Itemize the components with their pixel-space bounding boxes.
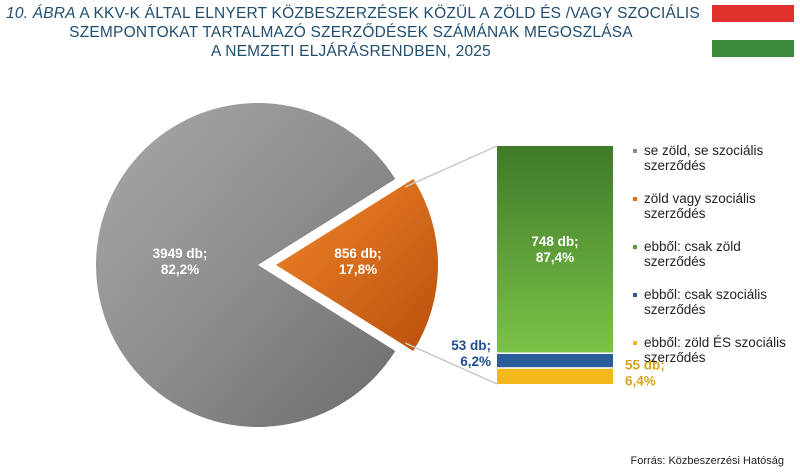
flag-stripe-white [712, 22, 794, 40]
bar-label-55: 55 db; 6,4% [625, 358, 665, 389]
legend-marker-icon [633, 341, 637, 345]
legend-item: ebből: zöld ÉS szociális szerződés [633, 335, 798, 383]
legend-item: ebből: csak szociális szerződés [633, 287, 798, 335]
data-labels: 3949 db; 82,2% 856 db; 17,8% 748 db; 87,4% 53 … [153, 234, 665, 389]
title-line-2: SZEMPONTOKAT TARTALMAZÓ SZERZŐDÉSEK SZÁM… [69, 24, 633, 41]
title-text-1: A KKV-K ÁLTAL ELNYERT KÖZBESZERZÉSEK KÖZ… [79, 5, 700, 22]
title-line-3: A NEMZETI ELJÁRÁSRENDBEN, 2025 [211, 43, 491, 60]
legend: se zöld, se szociális szerződés zöld vagy… [633, 143, 798, 383]
bar-label-53: 53 db; 6,2% [451, 338, 491, 369]
stacked-bar [497, 146, 613, 384]
figure-number: 10. ÁBRA [6, 5, 76, 22]
pie-label-856: 856 db; 17,8% [334, 246, 381, 277]
legend-marker-icon [633, 149, 637, 153]
pie-slice-3949 [95, 103, 396, 428]
legend-label: ebből: zöld ÉS szociális szerződés [644, 335, 786, 365]
legend-marker-icon [633, 293, 637, 297]
pie-label-3949: 3949 db; 82,2% [153, 246, 208, 277]
source-note: Forrás: Közbeszerzési Hatóság [630, 455, 784, 467]
legend-marker-icon [633, 197, 637, 201]
legend-item: se zöld, se szociális szerződés [633, 143, 798, 191]
legend-label: ebből: csak zöld szerződés [644, 239, 741, 269]
bar-segment-748 [497, 146, 613, 353]
legend-marker-icon [633, 245, 637, 249]
chart-title: 10. ÁBRA A KKV-K ÁLTAL ELNYERT KÖZBESZER… [6, 4, 700, 61]
bar-label-748: 748 db; 87,4% [531, 234, 578, 265]
connector-top [404, 145, 498, 188]
legend-item: zöld vagy szociális szerződés [633, 191, 798, 239]
legend-label: se zöld, se szociális szerződés [644, 143, 764, 173]
legend-label: zöld vagy szociális szerződés [644, 191, 756, 221]
connector-lines [404, 145, 498, 385]
pie [95, 103, 439, 428]
legend-label: ebből: csak szociális szerződés [644, 287, 768, 317]
hungarian-flag-icon [712, 5, 794, 57]
flag-stripe-red [712, 5, 794, 23]
legend-item: ebből: csak zöld szerződés [633, 239, 798, 287]
connector-bottom [404, 342, 498, 385]
title-line-1: 10. ÁBRA A KKV-K ÁLTAL ELNYERT KÖZBESZER… [6, 4, 700, 23]
flag-stripe-green [712, 39, 794, 57]
pie-slice-856 [276, 178, 439, 352]
bar-segment-55 [497, 368, 613, 384]
bar-segment-53 [497, 353, 613, 368]
